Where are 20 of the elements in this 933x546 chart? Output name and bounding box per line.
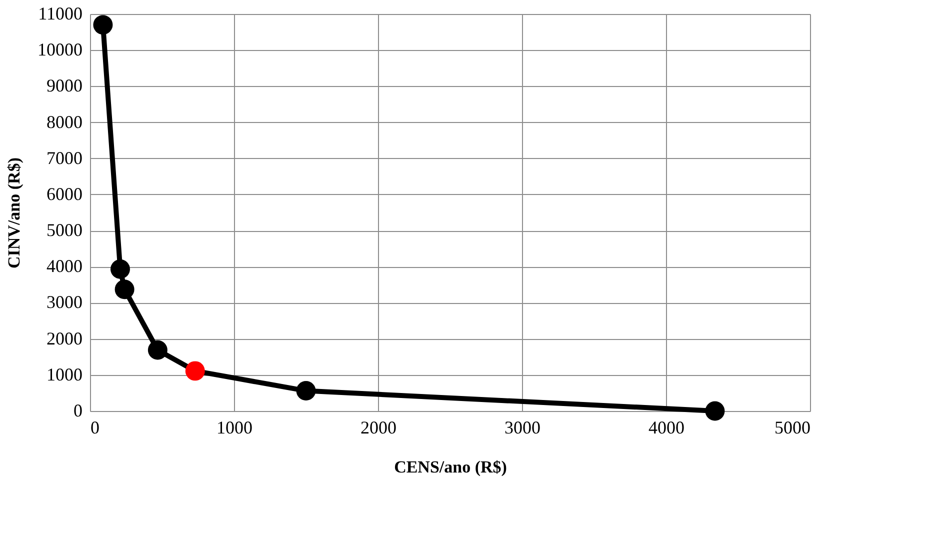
- y-tick-label: 11000: [38, 4, 82, 24]
- y-tick-label: 4000: [46, 256, 82, 276]
- y-tick-label: 9000: [46, 76, 82, 96]
- y-tick-label: 6000: [46, 184, 82, 204]
- y-tick-label: 0: [74, 400, 82, 420]
- x-axis-title: CENS/ano (R$): [394, 458, 507, 476]
- x-tick-label: 4000: [648, 418, 684, 438]
- x-tick-label: 3000: [504, 418, 540, 438]
- y-tick-label: 7000: [46, 148, 82, 168]
- x-tick-label: 2000: [360, 418, 396, 438]
- x-tick-label: 1000: [216, 418, 252, 438]
- y-axis-title: CINV/ano (R$): [4, 158, 24, 268]
- y-tick-label: 8000: [46, 112, 82, 132]
- y-tick-label: 5000: [46, 220, 82, 240]
- y-tick-label: 10000: [38, 40, 82, 60]
- y-tick-label: 2000: [46, 328, 82, 348]
- x-tick-label: 0: [90, 418, 100, 438]
- y-tick-label: 3000: [46, 292, 82, 312]
- y-tick-label: 1000: [46, 364, 82, 384]
- x-tick-label: 5000: [774, 418, 810, 438]
